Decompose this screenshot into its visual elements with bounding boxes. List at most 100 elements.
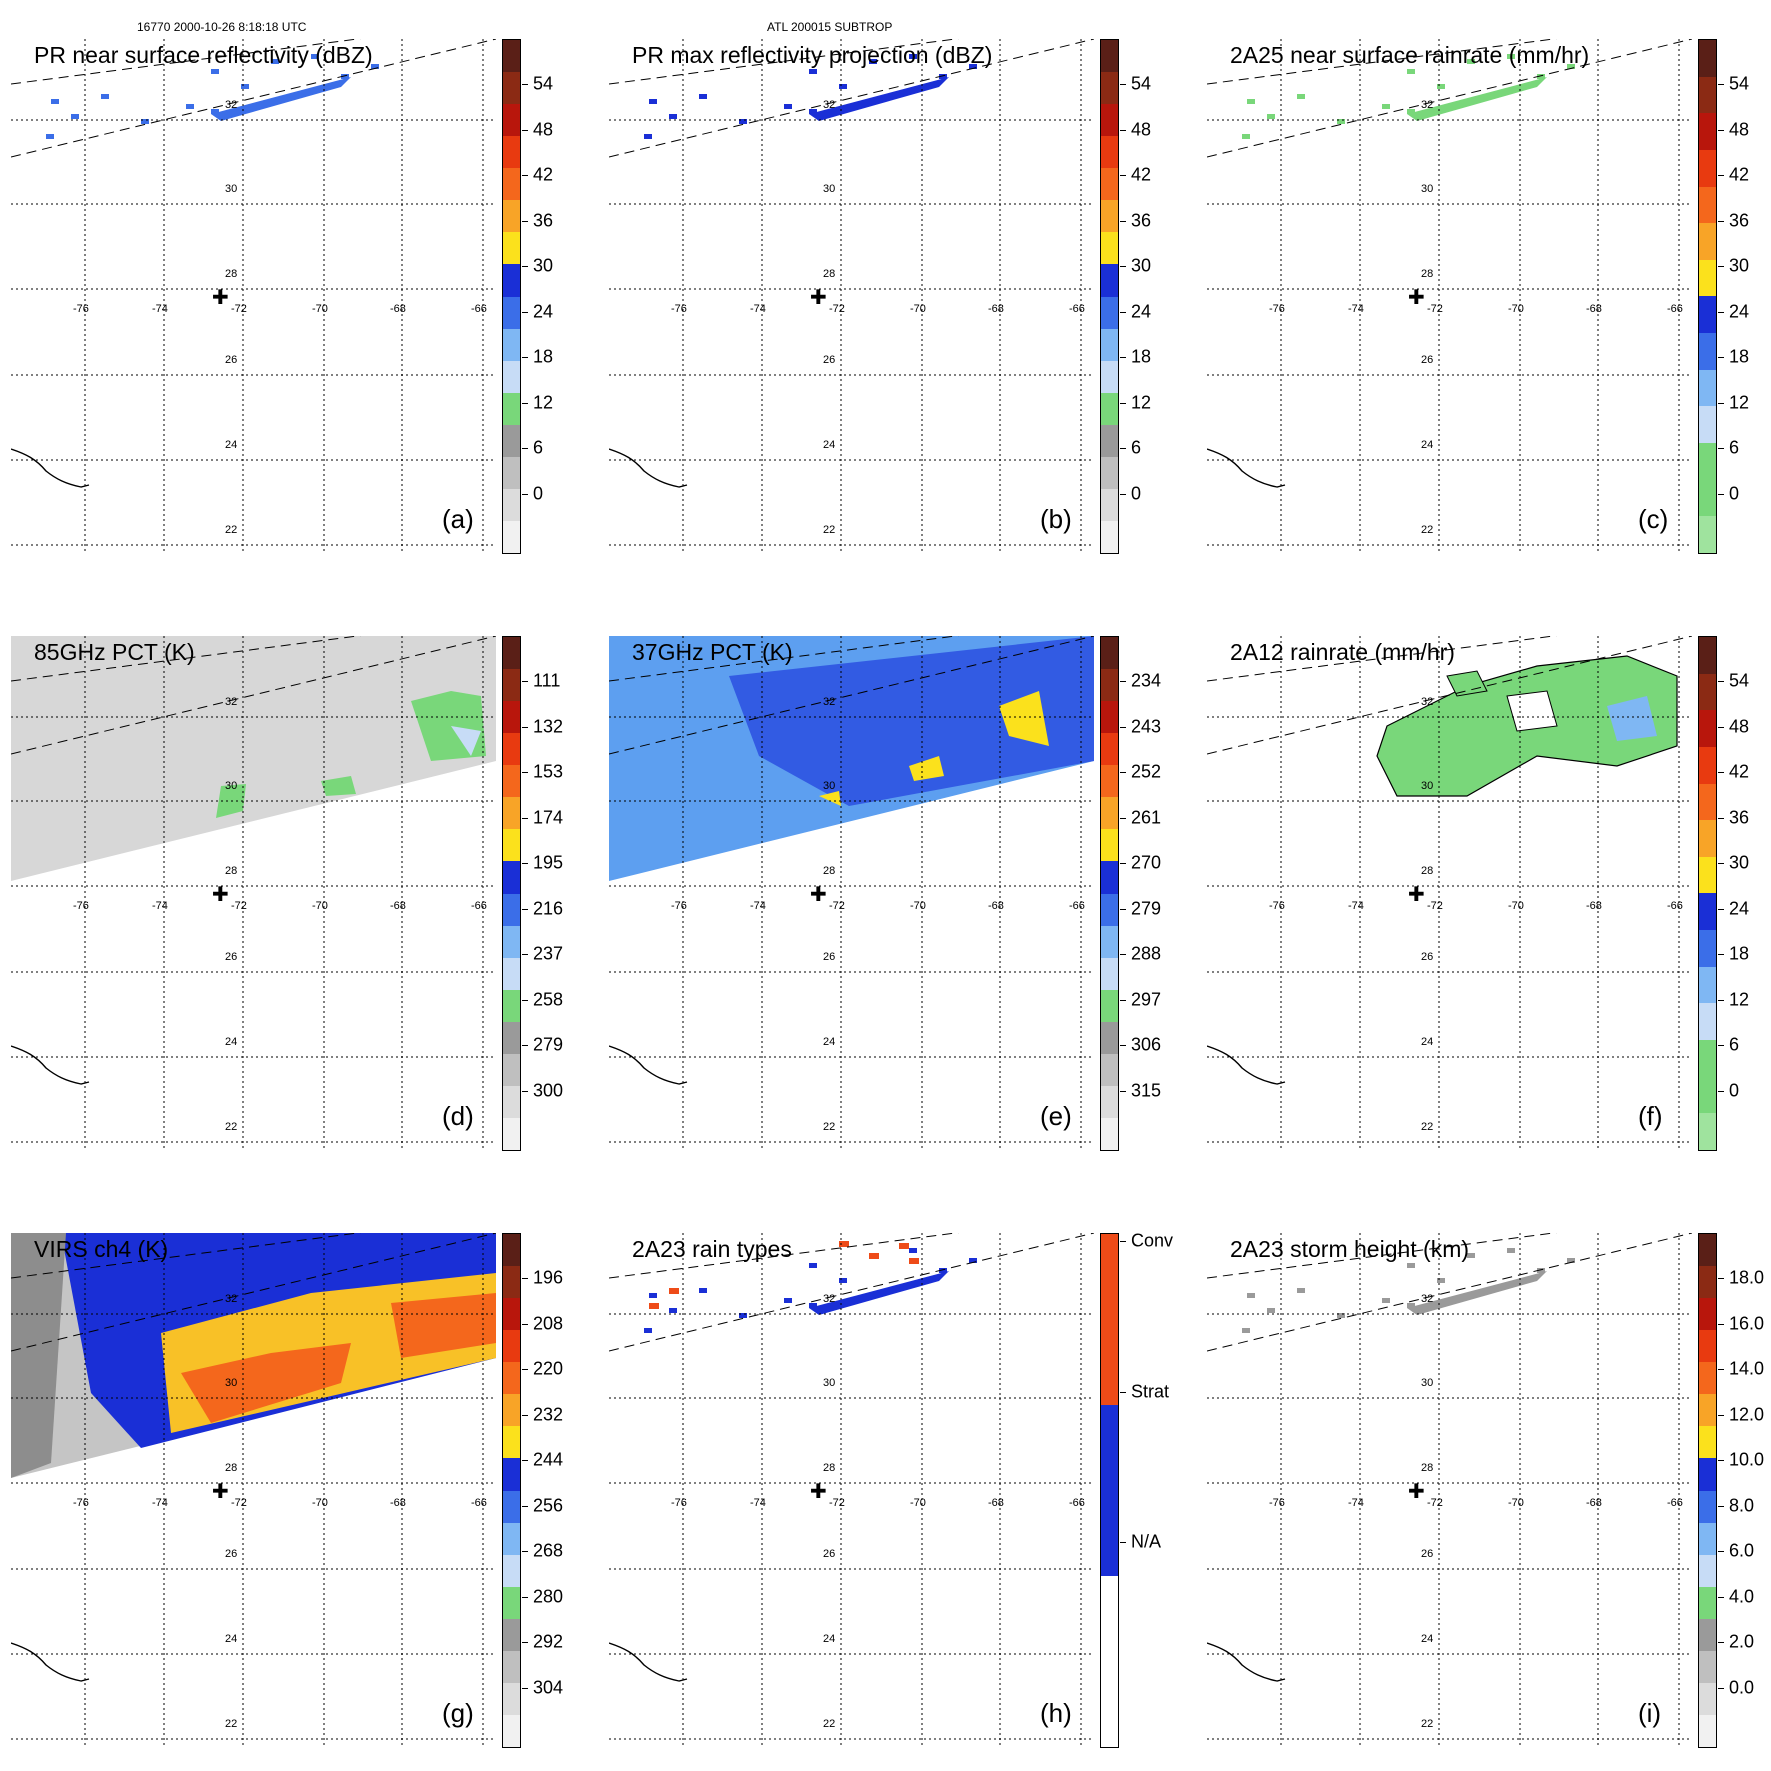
colorbar-segment bbox=[503, 1234, 520, 1267]
colorbar-segment bbox=[503, 733, 520, 766]
swath-edge-lines bbox=[1207, 39, 1692, 158]
colorbar-tick bbox=[522, 681, 528, 683]
colorbar-label: 0 bbox=[533, 483, 544, 504]
panel-letter: (d) bbox=[442, 1101, 474, 1131]
lon-label: -68 bbox=[988, 900, 1004, 912]
colorbar-segment bbox=[503, 797, 520, 830]
lat-label: 24 bbox=[225, 439, 237, 451]
colorbar-tick bbox=[522, 129, 528, 131]
panel-b: 32 30 28 26 24 22 -76 -74 -72 -70 -68 -66 ✚ 54 48 42 36 3… bbox=[598, 0, 1151, 554]
plus-icon: ✚ bbox=[212, 1479, 229, 1503]
colorbar-tick bbox=[1120, 402, 1126, 404]
lon-label: -72 bbox=[1427, 900, 1443, 912]
colorbar-tick bbox=[1718, 863, 1724, 865]
lon-label: -68 bbox=[1586, 900, 1602, 912]
colorbar-tick bbox=[1718, 817, 1724, 819]
colorbar-label: N/A bbox=[1131, 1531, 1162, 1552]
colorbar-label: 174 bbox=[533, 807, 564, 828]
colorbar-tick bbox=[1120, 954, 1126, 956]
colorbar-label: 300 bbox=[533, 1080, 564, 1101]
colorbar-label: 304 bbox=[533, 1677, 564, 1698]
colorbar-label: 216 bbox=[533, 898, 564, 919]
colorbar-tick bbox=[522, 357, 528, 359]
colorbar-segment bbox=[503, 200, 520, 233]
colorbar-segment bbox=[503, 1618, 520, 1651]
lon-label: -72 bbox=[829, 900, 845, 912]
colorbar-label: 132 bbox=[533, 716, 564, 737]
lat-label: 28 bbox=[225, 268, 237, 280]
coastline bbox=[609, 448, 688, 488]
colorbar-segment bbox=[1101, 136, 1118, 169]
colorbar-tick bbox=[1718, 175, 1724, 177]
lat-label: 32 bbox=[823, 1293, 835, 1305]
plus-icon: ✚ bbox=[1408, 1479, 1425, 1503]
colorbar-segment bbox=[503, 1117, 520, 1150]
colorbar-tick bbox=[1718, 266, 1724, 268]
graticule bbox=[1207, 39, 1692, 554]
colorbar-segment bbox=[1101, 104, 1118, 137]
data-field bbox=[1242, 54, 1575, 139]
colorbar-segment bbox=[1101, 925, 1118, 958]
colorbar-tick bbox=[1120, 817, 1126, 819]
lat-label: 32 bbox=[225, 99, 237, 111]
colorbar bbox=[1100, 39, 1119, 554]
swath-edge-lines bbox=[1207, 636, 1692, 755]
colorbar-segment bbox=[503, 1458, 520, 1491]
colorbar-label: 6 bbox=[1131, 437, 1142, 458]
colorbar-label: 252 bbox=[1131, 761, 1162, 782]
plus-icon: ✚ bbox=[1408, 882, 1425, 906]
plus-icon: ✚ bbox=[212, 285, 229, 309]
colorbar-tick bbox=[1718, 1551, 1724, 1553]
colorbar-tick bbox=[1120, 772, 1126, 774]
panel-g: 32 30 28 26 24 22 -76 -74 -72 -70 -68 -66 ✚ 196 208 220… bbox=[0, 1194, 563, 1748]
colorbar-segment bbox=[1101, 1053, 1118, 1086]
colorbar-tick bbox=[1718, 1642, 1724, 1644]
colorbar-segment bbox=[503, 328, 520, 361]
panel-d: 32 30 28 26 24 22 -76 -74 -72 -70 -68 -66 ✚ 111 132 153… bbox=[0, 597, 563, 1151]
colorbar-label: 24 bbox=[1729, 898, 1750, 919]
colorbar-label: 18.0 bbox=[1729, 1267, 1765, 1288]
colorbar-segment bbox=[1699, 1490, 1716, 1523]
graticule bbox=[1207, 1233, 1692, 1748]
colorbar-segment bbox=[1101, 669, 1118, 702]
panel-title: 2A23 rain types bbox=[632, 1236, 792, 1262]
lat-label: 26 bbox=[1421, 951, 1433, 963]
colorbar-segment bbox=[503, 1021, 520, 1054]
colorbar-label: 12 bbox=[1729, 392, 1750, 413]
lat-label: 22 bbox=[823, 524, 835, 536]
colorbar bbox=[502, 636, 521, 1151]
colorbar-tick bbox=[1120, 175, 1126, 177]
colorbar-segment bbox=[1699, 637, 1716, 674]
lon-label: -72 bbox=[1427, 303, 1443, 315]
lon-label: -66 bbox=[1667, 1497, 1683, 1509]
colorbar-tick bbox=[1718, 448, 1724, 450]
plus-icon: ✚ bbox=[212, 882, 229, 906]
colorbar-segment bbox=[1699, 1618, 1716, 1651]
colorbar-label: 306 bbox=[1131, 1034, 1162, 1055]
lon-label: -68 bbox=[988, 1497, 1004, 1509]
colorbar-segment bbox=[1101, 797, 1118, 830]
colorbar-segment bbox=[1101, 200, 1118, 233]
map-h: 32 30 28 26 24 22 -76 -74 -72 -70 -68 -66 ✚ bbox=[609, 1233, 1094, 1748]
colorbar-segment bbox=[1699, 746, 1716, 784]
colorbar-segment bbox=[1101, 1234, 1118, 1405]
colorbar-segment bbox=[503, 1522, 520, 1555]
colorbar-tick bbox=[1120, 863, 1126, 865]
colorbar-segment bbox=[1699, 710, 1716, 747]
plus-icon: ✚ bbox=[810, 1479, 827, 1503]
lat-label: 24 bbox=[225, 1633, 237, 1645]
swath-edge-lines bbox=[609, 1233, 1094, 1352]
colorbar-label: 6 bbox=[533, 437, 544, 458]
colorbar-segment bbox=[1101, 1405, 1118, 1576]
colorbar-segment bbox=[1699, 76, 1716, 114]
panel-e: 32 30 28 26 24 22 -76 -74 -72 -70 -68 -66 ✚ 234 243 252… bbox=[598, 597, 1161, 1151]
swath-edge-lines bbox=[1207, 1233, 1692, 1352]
colorbar-label: 0 bbox=[1729, 1080, 1740, 1101]
lat-label: 32 bbox=[823, 696, 835, 708]
colorbar-segment bbox=[1699, 1266, 1716, 1299]
data-field bbox=[1376, 655, 1678, 797]
colorbar-label: 0 bbox=[1131, 483, 1142, 504]
colorbar-segment bbox=[1101, 232, 1118, 265]
coastline bbox=[609, 1642, 688, 1682]
lat-label: 24 bbox=[1421, 439, 1433, 451]
